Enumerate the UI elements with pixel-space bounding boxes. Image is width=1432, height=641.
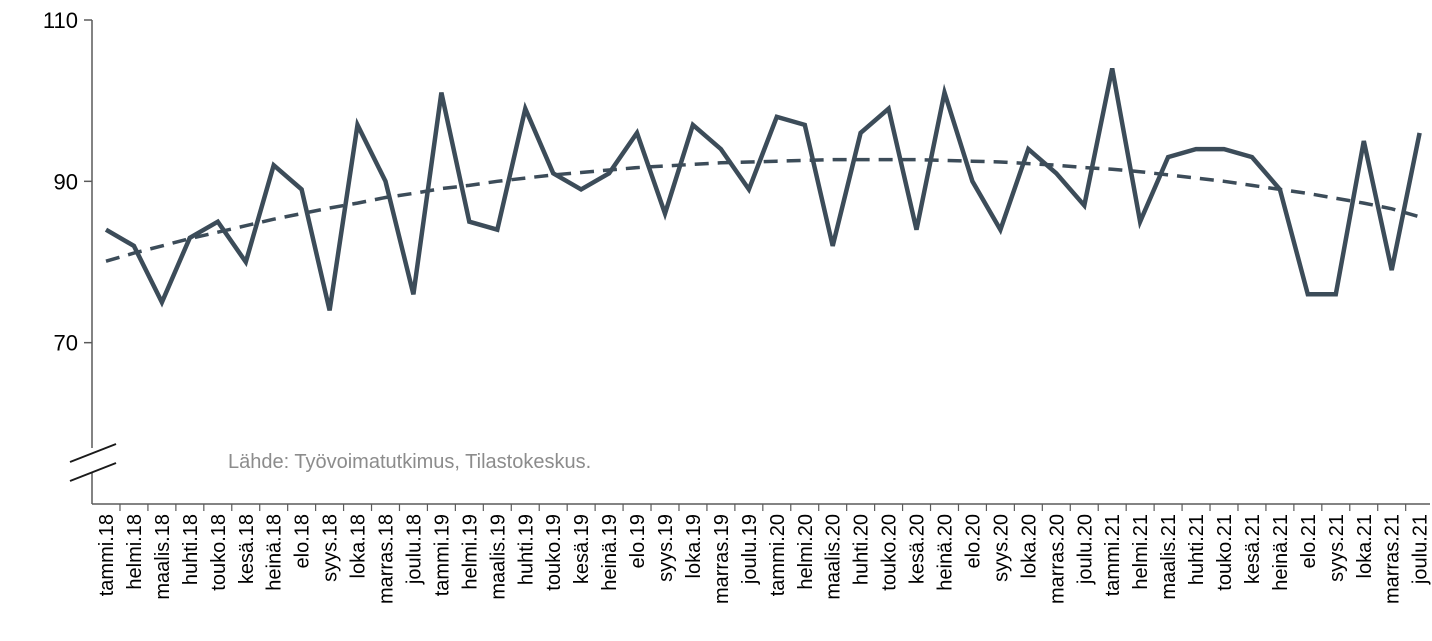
x-tick-label: huhti.21: [1186, 514, 1208, 585]
axis-break-slash-lower: [69, 462, 117, 482]
x-tick-label: helmi.20: [795, 514, 817, 590]
x-tick-label: elo.21: [1298, 514, 1320, 569]
y-axis: [84, 19, 93, 504]
x-tick-label: maalis.21: [1158, 514, 1180, 600]
x-tick-label: marras.21: [1382, 514, 1404, 604]
x-tick-label: maalis.19: [487, 514, 509, 600]
x-tick-label: helmi.18: [124, 514, 146, 590]
source-note: Lähde: Työvoimatutkimus, Tilastokeskus.: [228, 451, 591, 473]
x-tick-label: tammi.20: [767, 514, 789, 596]
x-tick-label: marras.19: [711, 514, 733, 604]
series-layer: [104, 67, 1422, 311]
x-tick-label: tammi.19: [431, 514, 453, 596]
x-tick-label: kesä.19: [571, 514, 593, 584]
y-tick-label: 70: [54, 331, 78, 356]
x-tick-label: huhti.20: [851, 514, 873, 585]
x-tick-label: marras.20: [1046, 514, 1068, 604]
x-tick-label: elo.19: [627, 514, 649, 569]
x-tick-label: helmi.19: [459, 514, 481, 590]
x-tick-label: syys.20: [990, 514, 1012, 582]
x-tick-label: heinä.21: [1270, 514, 1292, 591]
x-tick-label: marras.18: [376, 514, 398, 604]
x-tick-label: joulu.18: [403, 514, 425, 585]
trend-series-line: [105, 157, 1421, 263]
x-tick-label: syys.21: [1326, 514, 1348, 582]
x-tick-label: joulu.20: [1074, 514, 1096, 585]
x-tick-label: syys.18: [320, 514, 342, 582]
x-axis: [92, 503, 1430, 511]
x-tick-label: heinä.18: [264, 514, 286, 591]
x-tick-label: heinä.19: [599, 514, 621, 591]
x-tick-label: loka.21: [1354, 514, 1376, 579]
x-tick-label: maalis.20: [823, 514, 845, 600]
x-tick-label: touko.20: [879, 514, 901, 591]
x-tick-label: joulu.19: [739, 514, 761, 585]
x-tick-label: huhti.19: [515, 514, 537, 585]
x-tick-label: tammi.18: [96, 514, 118, 596]
x-tick-label: elo.20: [962, 514, 984, 569]
x-tick-label: touko.21: [1214, 514, 1236, 591]
x-tick-label: kesä.20: [907, 514, 929, 584]
axis-break-slash-upper: [69, 443, 117, 463]
x-tick-label: elo.18: [292, 514, 314, 569]
x-tick-label: maalis.18: [152, 514, 174, 600]
x-tick-label: heinä.20: [935, 514, 957, 591]
x-tick-label: touko.19: [543, 514, 565, 591]
x-tick-label: kesä.21: [1242, 514, 1264, 584]
axis-break-gap: [89, 448, 95, 472]
x-tick-label: loka.20: [1018, 514, 1040, 579]
x-tick-label: touko.18: [208, 514, 230, 591]
y-tick-label: 90: [54, 169, 78, 194]
x-tick-label: huhti.18: [180, 514, 202, 585]
y-tick-labels: 70 90 110: [43, 8, 78, 356]
main-series-line: [104, 67, 1422, 311]
x-tick-label: syys.19: [655, 514, 677, 582]
x-tick-label: helmi.21: [1130, 514, 1152, 590]
axis-break-icon: [69, 443, 117, 482]
x-tick-label: kesä.18: [236, 514, 258, 584]
x-tick-labels: tammi.18 helmi.18 maalis.18 huhti.18 touko.1…: [96, 514, 1432, 604]
x-tick-label: joulu.21: [1410, 514, 1432, 585]
x-tick-label: tammi.21: [1102, 514, 1124, 596]
y-tick-label: 110: [43, 8, 78, 33]
x-tick-label: loka.18: [348, 514, 370, 579]
x-tick-label: loka.19: [683, 514, 705, 579]
